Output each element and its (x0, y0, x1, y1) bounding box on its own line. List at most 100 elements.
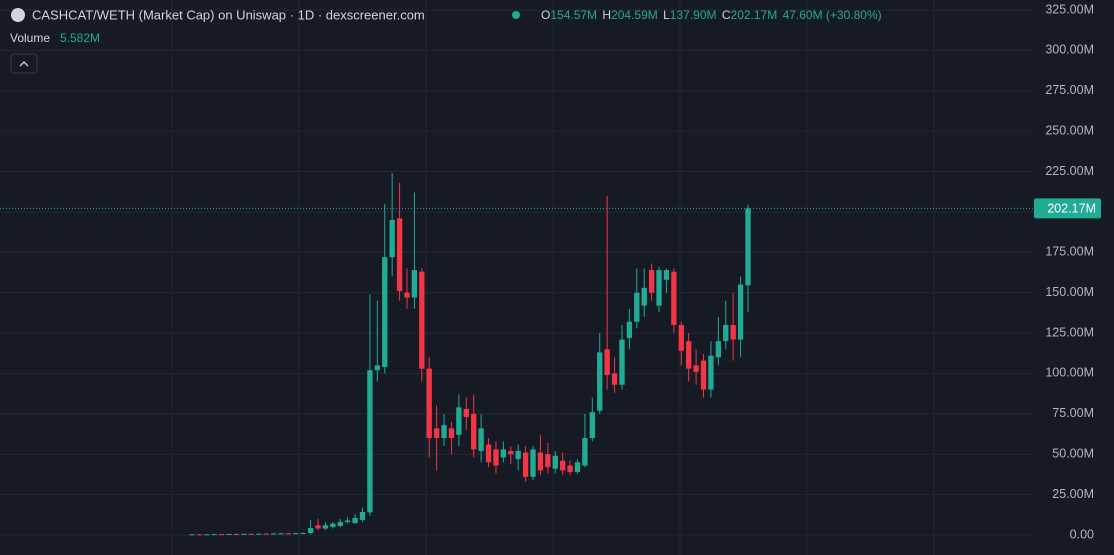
y-tick-label: 325.00M (1045, 2, 1094, 16)
volume-value: 5.582M (60, 31, 100, 45)
candle-body (737, 284, 744, 340)
y-tick-label: 150.00M (1045, 285, 1094, 299)
candle-body (419, 271, 425, 369)
candle-body (411, 270, 418, 298)
candle-body (337, 522, 343, 526)
y-tick-label: 50.00M (1052, 447, 1094, 461)
candle-body (508, 450, 514, 455)
candle-body (604, 349, 610, 376)
candle-body (485, 444, 492, 463)
candle-body (589, 412, 595, 439)
candle-body (500, 449, 507, 458)
candle-body (189, 534, 195, 536)
volume-label: Volume (10, 31, 50, 45)
y-tick-label: 75.00M (1052, 406, 1094, 420)
y-tick-label: 225.00M (1045, 164, 1094, 178)
collapse-button[interactable] (10, 53, 38, 74)
close-value: 202.17M (731, 8, 778, 22)
y-tick-label: 275.00M (1045, 83, 1094, 97)
candle-body (367, 370, 373, 513)
candle-body (671, 271, 677, 325)
y-tick-label: 300.00M (1045, 43, 1094, 57)
y-tick-label: 0.00 (1070, 527, 1094, 541)
candle-body (382, 257, 388, 367)
candle-body (745, 208, 751, 286)
change-value: 47.60M (+30.80%) (783, 8, 882, 22)
high-value: 204.59M (611, 8, 658, 22)
status-dot (512, 11, 520, 19)
candle-body (634, 292, 640, 322)
y-tick-label: 25.00M (1052, 487, 1094, 501)
candle-body (315, 525, 321, 529)
candle-body (204, 534, 210, 536)
candle-body (426, 368, 432, 439)
close-label: C (722, 8, 731, 22)
candle-body (611, 373, 618, 385)
open-value: 154.57M (550, 8, 597, 22)
candle-body (663, 270, 670, 280)
collapse-icon (19, 61, 29, 67)
token-icon (11, 8, 25, 22)
candle-body (515, 450, 521, 460)
candle-body (322, 525, 329, 529)
candle-body (300, 533, 306, 535)
candle-body (708, 355, 714, 390)
candle-body (374, 365, 381, 371)
candle-body (345, 520, 351, 523)
candle-body (196, 534, 203, 536)
candle-body (404, 292, 410, 298)
candle-body (641, 287, 647, 306)
candle-body (582, 438, 588, 466)
y-tick-label: 250.00M (1045, 123, 1094, 137)
vertical-grid (171, 0, 935, 555)
candle-body (233, 534, 240, 536)
candle-body (278, 533, 284, 535)
candle-body (396, 218, 403, 292)
candle-body (241, 533, 247, 535)
candle-body (263, 533, 269, 535)
chart-title: CASHCAT/WETH (Market Cap) on Uniswap · 1… (32, 7, 425, 22)
candle-body (248, 533, 254, 535)
candle-body (478, 428, 484, 451)
ohlc-legend: O154.57M H204.59M L137.90M C202.17M 47.6… (541, 8, 882, 22)
candle-body (552, 455, 558, 469)
candle-body (389, 219, 395, 258)
candle-body (330, 523, 336, 527)
candle-body (715, 341, 722, 358)
candle-body (522, 452, 529, 477)
candle-body (567, 465, 573, 472)
candle-body (730, 324, 736, 340)
last-price-badge (1034, 198, 1101, 219)
candle-body (619, 339, 625, 385)
candle-body (700, 360, 707, 390)
candle-body (574, 462, 581, 472)
low-value: 137.90M (670, 8, 717, 22)
candle-body (218, 534, 225, 536)
candle-body (656, 270, 662, 306)
candle-body (352, 518, 358, 524)
y-tick-label: 100.00M (1045, 366, 1094, 380)
candle-body (433, 428, 440, 439)
y-tick-label: 125.00M (1045, 325, 1094, 339)
candle-body (693, 365, 699, 372)
open-label: O (541, 8, 550, 22)
candle-body (471, 413, 477, 450)
candle-body (626, 321, 633, 338)
candle-body (686, 341, 692, 369)
candle-body (293, 533, 299, 535)
candle-body (597, 352, 603, 411)
candle-body (537, 452, 544, 471)
low-label: L (663, 8, 670, 22)
candle-body (723, 324, 729, 342)
candle-body (559, 460, 566, 471)
candle-body (285, 533, 292, 535)
candle-body (211, 534, 217, 536)
candle-body (307, 528, 314, 534)
last-price-label: 202.17M (1047, 202, 1096, 216)
high-label: H (602, 8, 611, 22)
y-tick-label: 175.00M (1045, 245, 1094, 259)
candle-body (226, 534, 232, 536)
candle-body (359, 512, 366, 520)
